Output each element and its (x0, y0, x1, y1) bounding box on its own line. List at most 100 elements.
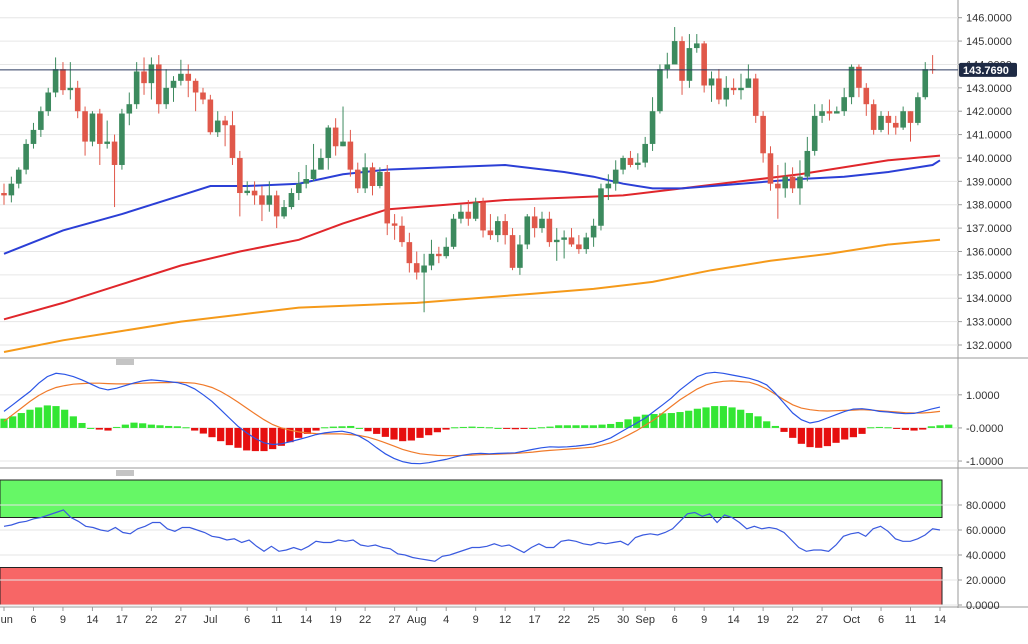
candle (915, 92, 921, 126)
candle (413, 251, 420, 280)
macd-histogram-bar (381, 427, 389, 437)
macd-histogram-bar (17, 413, 25, 428)
candle (686, 34, 693, 88)
time-tick-label: 14 (728, 614, 740, 626)
candle-body (915, 97, 921, 123)
macd-histogram-bar (858, 427, 866, 434)
macd-histogram-bar (867, 427, 875, 429)
macd-histogram-bar (520, 427, 528, 429)
candle-body (421, 265, 427, 273)
price-tick-label: 140.0000 (966, 153, 1012, 165)
macd-histogram-bar (650, 414, 658, 428)
candle-body (760, 115, 766, 154)
macd-histogram-bar (936, 425, 944, 428)
candle (30, 122, 37, 149)
candle-body (155, 64, 162, 105)
macd-histogram-bar (572, 425, 580, 428)
macd-histogram-bar (130, 422, 138, 428)
candle-body (273, 195, 280, 217)
candle-body (841, 97, 847, 112)
price-tick-label: 136.0000 (966, 246, 1012, 258)
candle (354, 162, 361, 194)
macd-histogram-bar (485, 427, 493, 429)
candle (332, 118, 339, 156)
candle (472, 197, 479, 222)
candle (878, 111, 884, 133)
candle-body (82, 111, 88, 142)
candle-body (303, 179, 309, 184)
candle-body (472, 202, 479, 219)
candle-body (561, 237, 567, 240)
macd-histogram-bar (390, 427, 398, 440)
candle-body (38, 111, 44, 130)
candle (15, 167, 22, 189)
candle (207, 94, 214, 135)
candle-body (465, 211, 472, 219)
time-tick-label: Jun (0, 614, 13, 626)
candle (804, 136, 811, 182)
price-tick-label: 138.0000 (966, 200, 1012, 212)
candle-body (723, 87, 730, 100)
price-tick-label: 133.0000 (966, 317, 1012, 329)
macd-histogram-bar (841, 427, 849, 440)
panel-resize-handle-1[interactable] (116, 359, 134, 365)
candle-body (686, 48, 693, 81)
candle-body (583, 237, 590, 250)
macd-histogram-bar (546, 426, 554, 428)
candle-body (259, 195, 265, 205)
candle-body (325, 127, 332, 158)
candle-body (804, 150, 811, 177)
macd-histogram-bar (607, 423, 615, 428)
macd-histogram-bar (763, 421, 771, 428)
candle (723, 76, 730, 107)
macd-histogram-bar (251, 427, 259, 452)
macd-histogram-bar (893, 427, 901, 429)
macd-histogram-bar (927, 426, 935, 428)
candle (23, 139, 29, 175)
candle (288, 188, 295, 210)
candle-body (612, 169, 619, 184)
macd-histogram-bar (182, 427, 190, 429)
time-tick-label: 14 (86, 614, 98, 626)
candle-body (192, 80, 199, 93)
candle-body (318, 157, 324, 170)
macd-histogram-bar (624, 419, 632, 428)
macd-histogram-bar (373, 427, 381, 434)
candle-body (406, 242, 413, 264)
macd-histogram-bar (269, 427, 277, 450)
price-y-axis: 146.0000145.0000144.0000143.0000142.0000… (958, 13, 1012, 352)
rsi-tick-label: 40.0000 (966, 550, 1006, 562)
macd-histogram-bar (780, 427, 788, 432)
candle-body (354, 169, 361, 189)
macd-histogram-bar (615, 421, 623, 428)
candle-body (288, 193, 295, 208)
candle (531, 207, 538, 238)
candle-body (436, 253, 442, 257)
macd-histogram-bar (719, 406, 727, 428)
candle-body (200, 92, 206, 100)
candle-body (332, 127, 339, 147)
macd-histogram-bar (555, 425, 563, 428)
rsi-overbought-band (0, 479, 943, 518)
time-tick-label: 22 (558, 614, 570, 626)
macd-histogram-bar (875, 426, 883, 428)
candle-body (553, 239, 560, 243)
panel-resize-handle-2[interactable] (116, 470, 134, 476)
macd-histogram-bar (503, 427, 511, 429)
candle (738, 73, 744, 100)
macd-histogram-bar (191, 427, 199, 431)
candle-body (664, 64, 671, 70)
candle (384, 164, 391, 236)
time-tick-label: 9 (701, 614, 707, 626)
macd-histogram-bar (277, 427, 285, 446)
candle-body (826, 111, 833, 114)
candle (170, 76, 177, 102)
candle-body (450, 218, 457, 247)
candle-body (237, 157, 243, 194)
price-tick-label: 142.0000 (966, 106, 1012, 118)
macd-histogram-bar (26, 409, 34, 428)
candle-body (266, 195, 273, 205)
candle (89, 111, 96, 147)
candle (60, 62, 66, 95)
